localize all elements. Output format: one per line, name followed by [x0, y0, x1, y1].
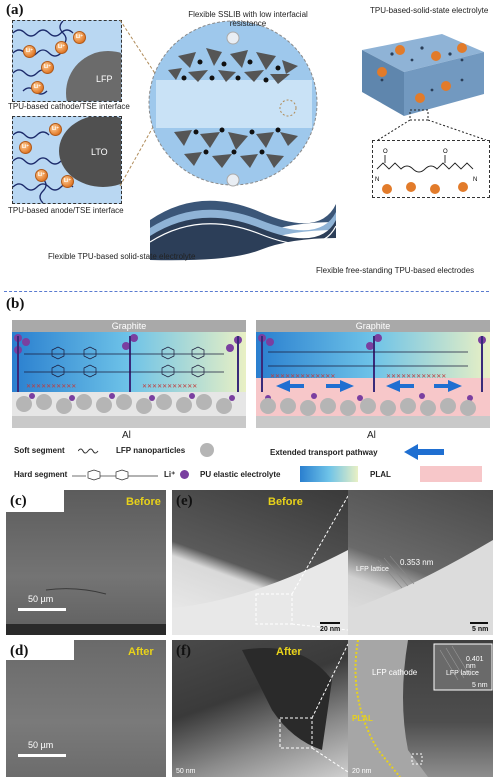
panel-label-b: (b) [6, 296, 25, 312]
lfp-nanoparticle-icon [200, 443, 214, 457]
tem-before-zoom: LFP lattice 0.353 nm 5 nm [348, 490, 493, 635]
panel-label-d: (d) [10, 643, 29, 659]
panel-label-f: (f) [176, 643, 191, 659]
li-ion-icon: Li⁺ [31, 81, 44, 94]
legend-plal: PLAL [370, 470, 391, 479]
li-ion-icon: Li⁺ [19, 141, 32, 154]
li-ion-icon: Li⁺ [35, 169, 48, 182]
plal-swatch [420, 466, 482, 482]
scale-label-e-right: 5 nm [472, 626, 489, 633]
cathode-interface-inset: LFP Li⁺ Li⁺ Li⁺ Li⁺ Li⁺ [12, 20, 122, 102]
sslib-cross-section [119, 19, 318, 187]
after-tag-d: After [128, 646, 154, 658]
polymer-chains-cathode [13, 21, 121, 101]
scale-label-e-left: 20 nm [320, 626, 341, 633]
panel-label-a: (a) [6, 2, 24, 18]
al-label-left: Al [122, 430, 131, 441]
lattice-label-e: LFP lattice [356, 566, 389, 573]
li-ion-icon: Li⁺ [49, 123, 62, 136]
svg-text:O: O [443, 149, 448, 155]
cathode-label-f: LFP cathode [372, 668, 418, 677]
legend-extended-pathway: Extended transport pathway [270, 448, 378, 457]
graphite-layer-left: Graphite [12, 320, 246, 332]
li-ion-icon: Li⁺ [61, 175, 74, 188]
scale-bar-d [18, 754, 66, 757]
interface-diagram-left: Graphite ✕✕✕✕✕✕✕✕✕✕ ✕✕✕✕✕✕✕✕✕✕✕ [12, 320, 246, 428]
legend-li-plus: Li⁺ [164, 470, 176, 479]
molecular-structure-box: O O N N [372, 140, 490, 198]
scale-label-c: 50 µm [28, 594, 54, 604]
lfp-layer-left [12, 392, 246, 416]
sem-image-after: (d) After 50 µm [6, 640, 166, 777]
legend-lfp-nanoparticles: LFP nanoparticles [116, 446, 186, 455]
svg-text:N: N [473, 177, 477, 183]
legend-hard-segment: Hard segment [14, 470, 68, 479]
li-ion-icon: Li⁺ [55, 41, 68, 54]
tem-before-overview: (e) Before 20 nm [172, 490, 348, 635]
tse-cube [362, 34, 487, 140]
li-ion-icon: Li⁺ [23, 45, 36, 58]
svg-text:✕✕✕✕✕✕✕✕✕✕✕✕✕: ✕✕✕✕✕✕✕✕✕✕✕✕✕ [270, 374, 335, 380]
anode-interface-inset: LTO Li⁺ Li⁺ Li⁺ Li⁺ [12, 116, 122, 204]
cathode-interface-caption: TPU-based cathode/TSE interface [8, 102, 130, 111]
scale-bar-c [18, 608, 66, 611]
li-ion-purple-icon [180, 470, 189, 479]
blue-arrow-icon [404, 444, 444, 460]
lattice-value-f: 0.401 nm [466, 656, 484, 670]
plal-label-f: PLAL [352, 714, 373, 723]
before-tag-c: Before [126, 496, 161, 508]
lattice-value-e: 0.353 nm [400, 558, 434, 567]
lfp-particle-label: LFP [96, 74, 113, 84]
polymer-chains-anode [13, 117, 121, 203]
tem-after-zoom: LFP cathode PLAL 0.401 nm LFP lattice 5 … [348, 640, 493, 777]
svg-text:✕✕✕✕✕✕✕✕✕✕✕✕: ✕✕✕✕✕✕✕✕✕✕✕✕ [386, 374, 446, 380]
tem-after-overview: (f) After 50 nm [172, 640, 348, 777]
tse-title: TPU-based-solid-state electrolyte [370, 6, 489, 15]
flexible-electrolyte-caption: Flexible TPU-based solid-state electroly… [48, 252, 196, 261]
legend-pu-electrolyte: PU elastic electrolyte [200, 470, 281, 479]
section-divider [4, 291, 489, 292]
scale-bar-e-left [320, 622, 340, 624]
flexible-electrolyte-sheet [149, 200, 337, 261]
interface-diagram-right: Graphite ✕✕✕✕✕✕✕✕✕✕✕✕✕ ✕✕✕✕✕✕✕✕✕✕✕✕ [256, 320, 490, 428]
graphite-layer-right: Graphite [256, 320, 490, 332]
svg-text:O: O [383, 149, 388, 155]
li-ion-icon: Li⁺ [41, 61, 54, 74]
pu-electrolyte-swatch [300, 466, 358, 482]
svg-text:✕✕✕✕✕✕✕✕✕✕: ✕✕✕✕✕✕✕✕✕✕ [26, 384, 76, 390]
li-ion-icon: Li⁺ [73, 31, 86, 44]
panel-label-c: (c) [10, 493, 27, 509]
sem-image-before: (c) Before 50 µm [6, 490, 166, 635]
flexible-electrodes-caption: Flexible free-standing TPU-based electro… [316, 266, 475, 275]
scale-label-f-left: 50 nm [176, 768, 196, 775]
sslib-title: Flexible SSLIB with low interfacial resi… [188, 10, 308, 28]
panel-label-e: (e) [176, 493, 193, 509]
hard-segment-icon [72, 469, 158, 481]
lto-particle-label: LTO [91, 147, 108, 157]
al-label-right: Al [367, 430, 376, 441]
scale-label-f-inset: 5 nm [472, 682, 488, 689]
svg-text:N: N [375, 177, 379, 183]
lattice-label-f: LFP lattice [446, 670, 479, 677]
scale-label-f-mid: 20 nm [352, 768, 372, 775]
scale-label-d: 50 µm [28, 740, 54, 750]
svg-text:✕✕✕✕✕✕✕✕✕✕✕: ✕✕✕✕✕✕✕✕✕✕✕ [142, 384, 197, 390]
after-tag-f: After [276, 646, 302, 658]
legend-soft-segment: Soft segment [14, 446, 65, 455]
scale-bar-e-right [470, 622, 488, 624]
soft-segment-icon [78, 448, 99, 454]
before-tag-e: Before [268, 496, 303, 508]
anode-interface-caption: TPU-based anode/TSE interface [8, 206, 124, 215]
